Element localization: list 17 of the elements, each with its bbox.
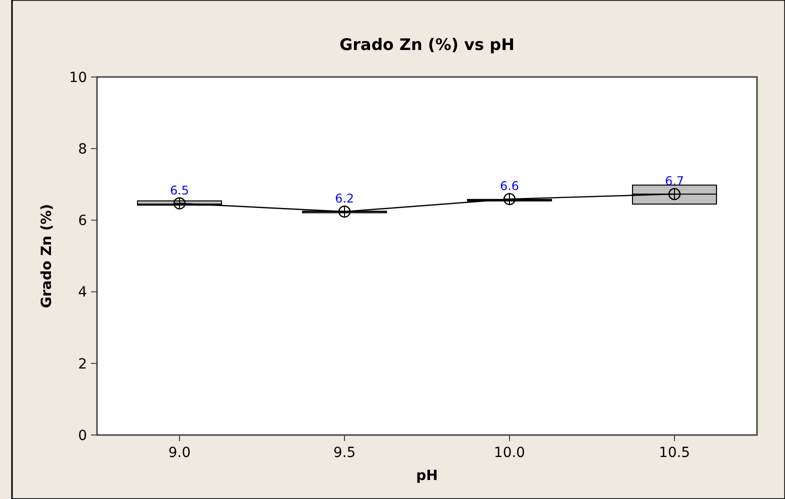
y-tick-label: 8: [78, 142, 87, 158]
x-tick-label: 9.5: [333, 445, 356, 461]
y-axis-title: Grado Zn (%): [39, 204, 55, 308]
y-tick-label: 10: [69, 70, 87, 86]
y-tick-label: 6: [78, 213, 88, 230]
data-label: 6.6: [500, 179, 520, 194]
chart-title: Grado Zn (%) vs pH: [340, 35, 514, 54]
x-tick-label: 9.0: [168, 445, 191, 461]
y-tick-label: 4: [78, 284, 88, 301]
x-tick-label: 10.0: [494, 445, 526, 461]
x-tick-label: 10.5: [658, 445, 690, 461]
data-label: 6.2: [334, 192, 354, 206]
data-label: 6.5: [170, 183, 190, 198]
y-tick-label: 0: [78, 428, 87, 444]
x-axis-title: pH: [416, 468, 438, 484]
y-tick-label: 2: [78, 356, 87, 372]
data-label: 6.7: [664, 174, 684, 188]
